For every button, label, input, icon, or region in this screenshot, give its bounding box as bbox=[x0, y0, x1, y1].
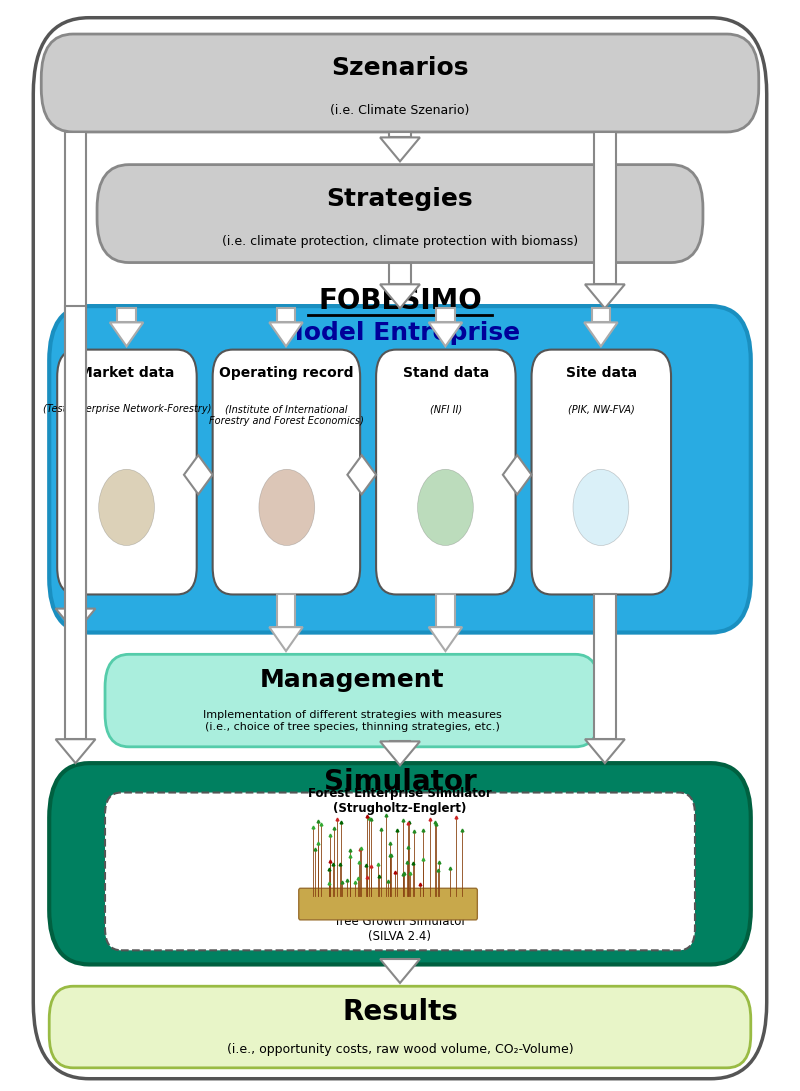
Polygon shape bbox=[503, 455, 531, 494]
Polygon shape bbox=[380, 285, 420, 309]
Text: Model Entreprise: Model Entreprise bbox=[279, 321, 521, 345]
Bar bbox=[592, 309, 610, 323]
Text: Simulator: Simulator bbox=[324, 768, 476, 795]
Circle shape bbox=[259, 469, 314, 546]
Text: Results: Results bbox=[342, 998, 458, 1027]
Text: Market data: Market data bbox=[79, 365, 174, 380]
Text: Szenarios: Szenarios bbox=[331, 57, 469, 81]
Text: Stand data: Stand data bbox=[402, 365, 489, 380]
Text: Management: Management bbox=[260, 668, 445, 692]
Polygon shape bbox=[380, 137, 420, 161]
Text: Strategies: Strategies bbox=[326, 187, 474, 211]
Polygon shape bbox=[380, 742, 420, 765]
Bar bbox=[65, 307, 86, 740]
Text: Tree Growth Simulator
(SILVA 2.4): Tree Growth Simulator (SILVA 2.4) bbox=[334, 914, 466, 943]
Polygon shape bbox=[585, 740, 625, 763]
Text: (i.e., opportunity costs, raw wood volume, CO₂-Volume): (i.e., opportunity costs, raw wood volum… bbox=[226, 1043, 574, 1056]
FancyBboxPatch shape bbox=[298, 888, 478, 920]
Bar bbox=[65, 132, 86, 609]
FancyBboxPatch shape bbox=[50, 307, 750, 633]
Bar bbox=[594, 132, 616, 285]
Polygon shape bbox=[380, 959, 420, 983]
Bar bbox=[389, 263, 411, 285]
Polygon shape bbox=[429, 627, 462, 651]
FancyBboxPatch shape bbox=[50, 986, 750, 1068]
Circle shape bbox=[98, 469, 154, 546]
FancyBboxPatch shape bbox=[34, 17, 766, 1079]
FancyBboxPatch shape bbox=[97, 165, 703, 263]
Text: (Test Enterprise Network-Forestry): (Test Enterprise Network-Forestry) bbox=[42, 404, 211, 413]
Polygon shape bbox=[184, 455, 213, 494]
Polygon shape bbox=[584, 323, 618, 346]
Polygon shape bbox=[270, 323, 302, 346]
FancyBboxPatch shape bbox=[42, 34, 758, 132]
Text: Operating record: Operating record bbox=[219, 365, 354, 380]
Text: (NFI II): (NFI II) bbox=[430, 404, 462, 413]
Polygon shape bbox=[429, 323, 462, 346]
Text: (i.e. climate protection, climate protection with biomass): (i.e. climate protection, climate protec… bbox=[222, 235, 578, 248]
Text: Forest Enterprise Simulator
(Strugholtz-Englert): Forest Enterprise Simulator (Strugholtz-… bbox=[308, 788, 492, 815]
Bar bbox=[277, 595, 295, 627]
FancyBboxPatch shape bbox=[105, 792, 695, 950]
Circle shape bbox=[573, 469, 629, 546]
Text: (i.e. Climate Szenario): (i.e. Climate Szenario) bbox=[330, 104, 470, 117]
Polygon shape bbox=[585, 285, 625, 309]
Bar bbox=[436, 595, 454, 627]
Polygon shape bbox=[110, 323, 143, 346]
FancyBboxPatch shape bbox=[376, 349, 515, 595]
Bar bbox=[277, 309, 295, 323]
Bar bbox=[118, 309, 136, 323]
Bar bbox=[436, 309, 454, 323]
Polygon shape bbox=[55, 609, 95, 633]
Text: Site data: Site data bbox=[566, 365, 637, 380]
Text: (PIK, NW-FVA): (PIK, NW-FVA) bbox=[568, 404, 634, 413]
Circle shape bbox=[418, 469, 474, 546]
FancyBboxPatch shape bbox=[531, 349, 671, 595]
Text: FOBESIMO: FOBESIMO bbox=[318, 287, 482, 314]
Polygon shape bbox=[270, 627, 302, 651]
Bar bbox=[389, 132, 411, 137]
FancyBboxPatch shape bbox=[50, 763, 750, 964]
FancyBboxPatch shape bbox=[105, 655, 599, 747]
Text: (Institute of International
Forestry and Forest Economics): (Institute of International Forestry and… bbox=[209, 404, 364, 425]
Polygon shape bbox=[55, 740, 95, 763]
Polygon shape bbox=[347, 455, 376, 494]
FancyBboxPatch shape bbox=[57, 349, 197, 595]
Bar bbox=[594, 595, 616, 740]
FancyBboxPatch shape bbox=[213, 349, 360, 595]
Text: Implementation of different strategies with measures
(i.e., choice of tree speci: Implementation of different strategies w… bbox=[202, 710, 502, 732]
